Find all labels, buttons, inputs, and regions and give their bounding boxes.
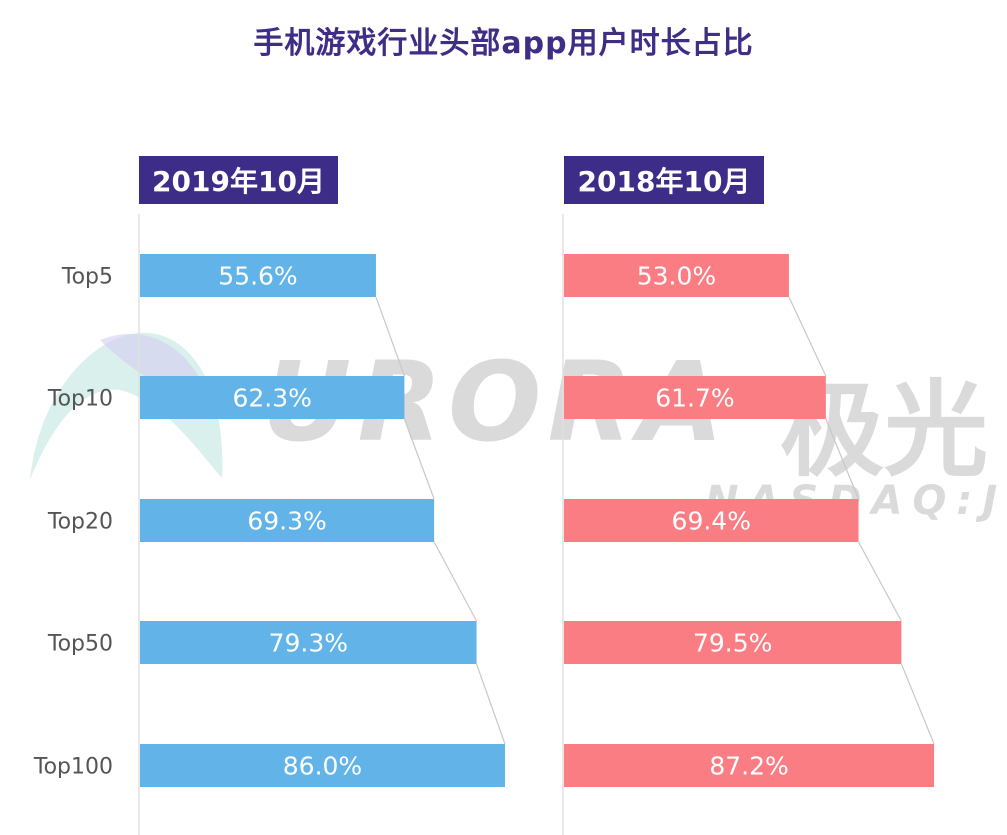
bar-0-top100 xyxy=(140,744,505,787)
connector-line-1-2 xyxy=(858,541,902,622)
bar-1-top10 xyxy=(564,376,826,419)
connector-line-0-3 xyxy=(475,663,506,745)
bar-1-top20 xyxy=(564,499,859,542)
connector-line-1-0 xyxy=(788,296,827,377)
connector-line-0-0 xyxy=(375,296,405,377)
bar-value-label-1-top5: 53.0% xyxy=(637,262,716,291)
bar-0-top5 xyxy=(140,254,376,297)
connector-line-1-3 xyxy=(900,663,935,745)
panel-label-2019: 2019年10月 xyxy=(139,156,338,204)
bar-value-label-0-top5: 55.6% xyxy=(218,262,297,291)
bar-0-top20 xyxy=(140,499,435,542)
category-label-top100: Top100 xyxy=(33,755,113,780)
bar-1-top50 xyxy=(564,621,902,664)
connector-line-0-1 xyxy=(403,418,435,500)
panel-label-2018: 2018年10月 xyxy=(564,156,764,204)
bar-value-label-0-top50: 79.3% xyxy=(269,629,348,658)
category-label-top50: Top50 xyxy=(47,632,113,657)
bar-value-label-1-top50: 79.5% xyxy=(693,629,772,658)
chart-title: 手机游戏行业头部app用户时长占比 xyxy=(253,26,754,61)
connector-line-0-2 xyxy=(433,541,478,622)
bar-1-top5 xyxy=(564,254,789,297)
category-label-top10: Top10 xyxy=(47,387,113,412)
bar-value-label-1-top20: 69.4% xyxy=(672,507,751,536)
bar-0-top50 xyxy=(140,621,477,664)
connector-line-1-1 xyxy=(825,418,860,500)
bar-value-label-1-top10: 61.7% xyxy=(655,384,734,413)
bar-0-top10 xyxy=(140,376,405,419)
bar-1-top100 xyxy=(564,744,935,787)
category-label-top20: Top20 xyxy=(47,510,113,535)
bar-value-label-0-top100: 86.0% xyxy=(283,752,362,781)
bar-value-label-0-top20: 69.3% xyxy=(247,507,326,536)
bar-value-label-1-top100: 87.2% xyxy=(709,752,788,781)
bar-value-label-0-top10: 62.3% xyxy=(232,384,311,413)
category-label-top5: Top5 xyxy=(61,265,113,290)
